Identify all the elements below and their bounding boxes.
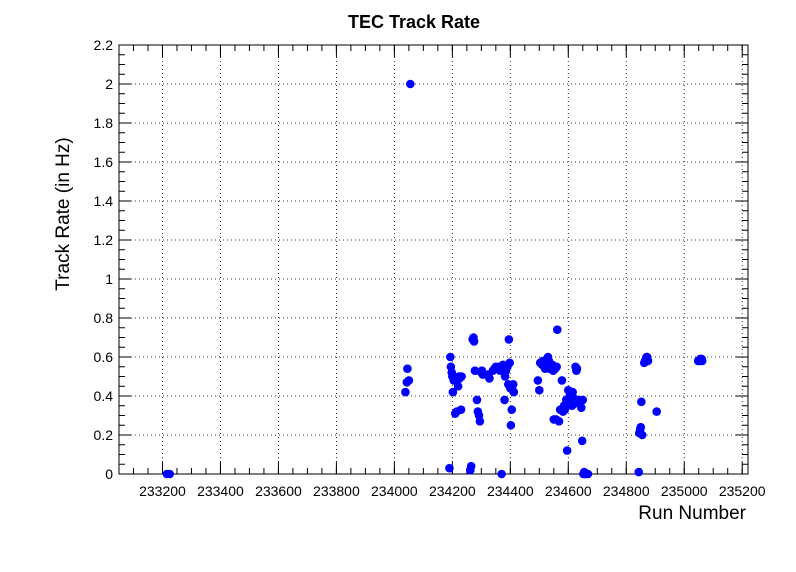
- x-tick-label: 235000: [661, 483, 708, 499]
- data-point: [552, 362, 561, 372]
- data-point: [445, 463, 454, 473]
- y-tick-label: 0.2: [94, 427, 114, 443]
- x-tick-label: 233200: [139, 483, 186, 499]
- x-tick-label: 234600: [545, 483, 592, 499]
- data-point: [472, 395, 482, 405]
- x-tick-label: 235200: [719, 483, 766, 499]
- data-point: [636, 422, 646, 432]
- data-point: [505, 358, 515, 368]
- y-axis-label: Track Rate (in Hz): [53, 137, 74, 290]
- data-point: [578, 395, 588, 405]
- data-point: [557, 376, 567, 385]
- data-point: [572, 364, 582, 374]
- data-point: [466, 461, 476, 471]
- x-tick-label: 233600: [255, 483, 302, 499]
- y-tick-label: 2: [105, 76, 113, 92]
- data-point: [508, 380, 518, 389]
- data-point: [533, 376, 543, 385]
- data-point: [637, 430, 647, 440]
- data-point: [453, 381, 463, 391]
- data-point: [475, 417, 485, 426]
- x-tick-label: 233800: [313, 483, 360, 499]
- data-point: [469, 337, 479, 346]
- data-point: [554, 417, 564, 426]
- x-tick-label: 234000: [371, 483, 418, 499]
- data-point: [583, 469, 593, 479]
- axis-ticks: [118, 44, 748, 475]
- data-point: [404, 376, 414, 385]
- y-tick-label: 1.2: [94, 232, 114, 248]
- y-tick-label: 0.8: [94, 310, 114, 326]
- data-points: [162, 79, 707, 479]
- data-point: [577, 436, 587, 446]
- data-point: [634, 467, 644, 477]
- chart-title: TEC Track Rate: [348, 12, 480, 32]
- data-point: [643, 356, 653, 366]
- x-tick-label: 233400: [197, 483, 244, 499]
- data-point: [401, 387, 410, 397]
- data-point: [637, 397, 646, 407]
- y-axis-tick-labels: 0 0.2 0.4 0.6 0.8 1 1.2 1.4 1.6 1.8 2 2.2: [94, 37, 114, 482]
- x-axis-tick-labels: 233200 233400 233600 233800 234000 234200 2344…: [139, 483, 766, 499]
- data-point: [509, 387, 519, 397]
- y-tick-label: 1.6: [94, 154, 114, 170]
- y-tick-label: 2.2: [94, 37, 114, 53]
- data-point: [497, 469, 506, 479]
- y-tick-label: 0.6: [94, 349, 114, 365]
- x-tick-label: 234400: [487, 483, 534, 499]
- data-point: [506, 420, 516, 430]
- data-point: [577, 403, 586, 413]
- data-point: [507, 405, 517, 414]
- data-point: [485, 374, 494, 383]
- data-point: [504, 335, 514, 344]
- data-point: [406, 79, 415, 89]
- y-tick-label: 1.8: [94, 115, 114, 131]
- x-tick-label: 234200: [429, 483, 476, 499]
- x-axis-label: Run Number: [638, 503, 746, 524]
- y-tick-label: 1.4: [94, 193, 114, 209]
- data-point: [403, 364, 412, 374]
- data-point: [448, 387, 458, 397]
- data-point: [562, 446, 572, 455]
- data-point: [457, 372, 466, 381]
- x-tick-label: 234800: [603, 483, 650, 499]
- y-tick-label: 0: [105, 466, 113, 482]
- data-point: [697, 356, 707, 366]
- data-point: [165, 469, 175, 479]
- data-point: [552, 325, 562, 335]
- data-point: [534, 385, 544, 395]
- data-point: [456, 405, 466, 414]
- data-point: [561, 403, 570, 413]
- data-point: [652, 407, 661, 416]
- y-tick-label: 1: [105, 271, 113, 287]
- data-point: [500, 395, 509, 405]
- data-point: [446, 352, 455, 362]
- y-tick-label: 0.4: [94, 388, 114, 404]
